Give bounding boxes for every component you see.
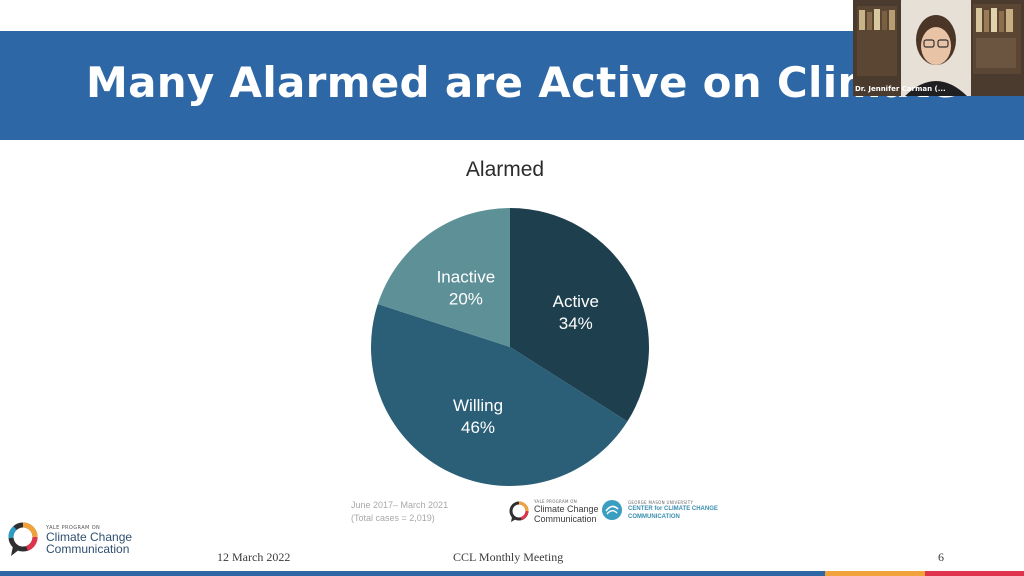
footer-event: CCL Monthly Meeting [453,550,564,564]
source-date-range: June 2017– March 2021 [351,500,449,510]
pie-slice-inactive [377,208,510,347]
yale-logo-footer: YALE PROGRAM ON Climate Change Communica… [6,521,132,559]
pie-slice-active [510,208,649,422]
gmu-logo-line1: CENTER for CLIMATE CHANGE [628,505,718,512]
yale-logo-small-line2: Communication [534,514,597,524]
slide-title: Many Alarmed are Active on Climate [86,58,960,107]
gmu-logo-heading: GEORGE MASON UNIVERSITY [628,499,694,505]
footer-stripe-red [925,571,1024,576]
video-caption: Dr. Jennifer Carman (... [855,85,946,93]
chart-title: Alarmed [465,158,545,181]
yale-logo-small-heading: YALE PROGRAM ON [534,499,578,504]
footer-stripe-orange [825,571,925,576]
yale-logo-footer-line2: Communication [46,542,130,556]
globe-icon [602,500,622,520]
footer-date: 12 March 2022 [217,550,291,564]
slice-label-inactive: Inactive [437,267,496,286]
pie-slice-willing [370,304,628,487]
yale-logo-footer-line1: Climate Change [46,530,133,544]
speech-bubble-icon [509,501,529,522]
webcam-video[interactable]: Dr. Jennifer Carman (... [853,0,1024,96]
yale-logo-footer-heading: YALE PROGRAM ON [46,525,101,531]
presenter-video-frame [853,0,1024,96]
slice-label-active: Active [553,292,599,311]
yale-logo-small-line1: Climate Change [534,504,599,514]
gmu-logo: GEORGE MASON UNIVERSITY CENTER for CLIMA… [601,499,718,521]
yale-logo-small: YALE PROGRAM ON Climate Change Communica… [508,499,599,524]
footer-stripe-blue [0,571,825,576]
page-number: 6 [938,550,944,564]
slice-value-inactive: 20% [449,289,483,308]
slice-label-willing: Willing [453,396,503,415]
slice-value-willing: 46% [461,418,495,437]
speech-bubble-logo-icon [8,522,38,556]
source-note: June 2017– March 2021 (Total cases = 2,0… [351,499,491,525]
gmu-logo-line2: COMMUNICATION [628,513,680,520]
source-total-cases: (Total cases = 2,019) [351,513,435,523]
slice-value-active: 34% [559,314,593,333]
